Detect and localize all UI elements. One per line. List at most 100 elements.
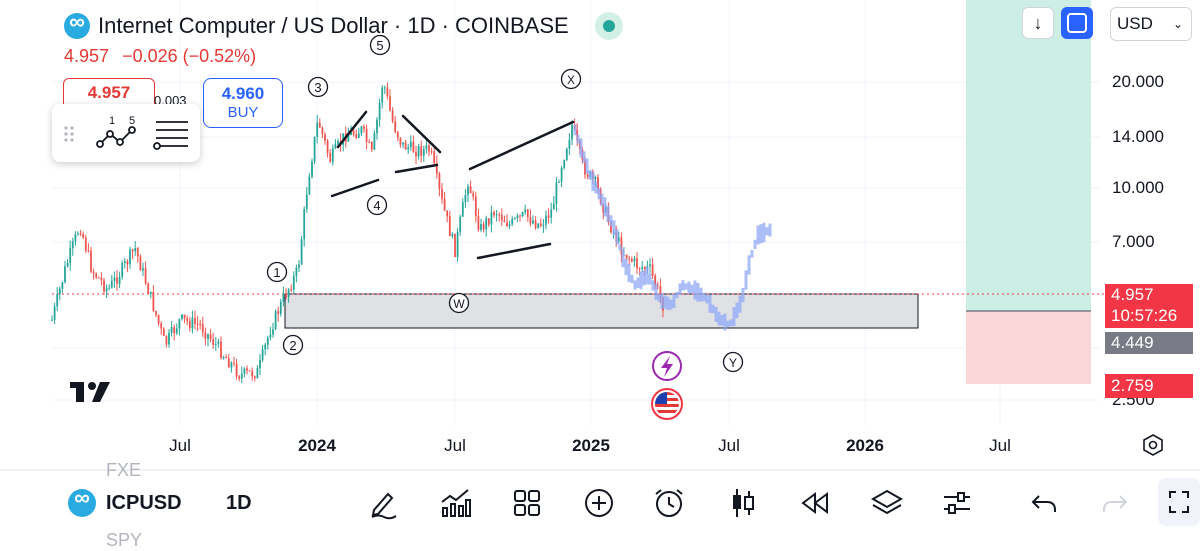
candle-body bbox=[357, 133, 360, 138]
timeframe-selector[interactable]: 1D bbox=[226, 492, 252, 514]
wave-label-5[interactable]: 5 bbox=[369, 34, 391, 56]
candle-body bbox=[123, 261, 126, 263]
layers-icon[interactable] bbox=[870, 486, 904, 520]
candle-body bbox=[610, 221, 612, 233]
tradingview-logo[interactable] bbox=[70, 378, 116, 412]
currency-select[interactable]: USD ⌄ bbox=[1110, 7, 1192, 41]
redo-icon[interactable] bbox=[1098, 486, 1132, 520]
support-box[interactable] bbox=[284, 293, 919, 329]
wave-label-2[interactable]: 2 bbox=[282, 334, 304, 356]
projection-bar bbox=[741, 287, 745, 303]
wave-labels[interactable]: 1 2 3 4 5 W X Y bbox=[266, 34, 744, 373]
candle-body bbox=[282, 293, 285, 302]
candle-body bbox=[214, 343, 217, 346]
candle-body bbox=[331, 148, 334, 162]
chart-title[interactable]: Internet Computer / US Dollar · 1D · COI… bbox=[64, 9, 623, 40]
candle-body bbox=[305, 194, 308, 210]
candle-body bbox=[238, 376, 241, 379]
candle-body bbox=[285, 293, 287, 298]
market-status-icon[interactable] bbox=[594, 12, 623, 40]
candle-body bbox=[552, 203, 555, 210]
drag-handle-icon[interactable] bbox=[64, 126, 74, 142]
lightning-event-icon[interactable] bbox=[652, 351, 682, 381]
current-price-tag[interactable]: 4.957 10:57:26 bbox=[1105, 284, 1193, 328]
candle-body bbox=[209, 334, 212, 340]
candle-body bbox=[558, 181, 560, 183]
projection-bar bbox=[732, 307, 736, 327]
candle-body bbox=[435, 163, 438, 174]
target-zone[interactable] bbox=[966, 0, 1091, 311]
settings-lines-icon[interactable] bbox=[153, 121, 188, 150]
add-icon[interactable] bbox=[582, 486, 616, 520]
candle-body bbox=[399, 137, 402, 145]
candle-body bbox=[212, 339, 215, 346]
stop-price-tag[interactable]: 4.449 bbox=[1105, 332, 1193, 354]
candle-body bbox=[243, 368, 246, 374]
candle-body bbox=[131, 249, 134, 252]
projection-bar bbox=[636, 277, 640, 288]
candle-body bbox=[264, 344, 267, 350]
wave-label-x[interactable]: X bbox=[560, 68, 582, 90]
candle-body bbox=[402, 142, 404, 145]
candle-body bbox=[110, 280, 113, 288]
candle-body bbox=[207, 334, 209, 339]
candle-body bbox=[656, 285, 659, 287]
wave-label-w[interactable]: W bbox=[448, 292, 470, 314]
candle-body bbox=[58, 288, 61, 295]
sliders-icon[interactable] bbox=[940, 486, 974, 520]
svg-text:5: 5 bbox=[129, 115, 135, 127]
chart-settings-icon[interactable] bbox=[1141, 433, 1165, 457]
candle-body bbox=[181, 314, 183, 320]
symbol-selector[interactable]: ICPUSD bbox=[68, 485, 182, 517]
candle-body bbox=[103, 280, 105, 292]
buy-button[interactable]: 4.960 BUY bbox=[203, 78, 283, 128]
candle-body bbox=[90, 250, 92, 272]
drawing-toolbar[interactable]: 1 5 bbox=[52, 104, 200, 162]
wave-label-4[interactable]: 4 bbox=[366, 194, 388, 216]
projection-bar bbox=[660, 292, 664, 309]
arrow-down-button[interactable]: ↓ bbox=[1022, 7, 1054, 39]
wave-label-1[interactable]: 1 bbox=[266, 261, 288, 283]
candle-body bbox=[303, 209, 306, 240]
selection-mode-button[interactable] bbox=[1061, 7, 1093, 39]
drawing-pen-icon[interactable] bbox=[366, 486, 400, 520]
candle-body bbox=[430, 151, 433, 153]
undo-icon[interactable] bbox=[1027, 486, 1061, 520]
candle-body bbox=[516, 215, 519, 219]
fullscreen-icon[interactable] bbox=[1158, 478, 1200, 526]
candle-body bbox=[77, 233, 79, 235]
wave-label-3[interactable]: 3 bbox=[307, 76, 329, 98]
wave-label-y[interactable]: Y bbox=[722, 351, 744, 373]
replay-icon[interactable] bbox=[798, 486, 832, 520]
stop-zone[interactable] bbox=[966, 311, 1091, 384]
target-low-price-tag[interactable]: 2.759 bbox=[1105, 374, 1193, 398]
indicators-icon[interactable] bbox=[438, 486, 472, 520]
candle-body bbox=[92, 271, 95, 274]
candle-body bbox=[292, 275, 295, 290]
elliott-wave-icon[interactable]: 1 5 bbox=[96, 115, 136, 148]
candle-body bbox=[168, 332, 170, 345]
candle-body bbox=[404, 142, 407, 150]
alarm-clock-icon[interactable] bbox=[652, 486, 686, 520]
candle-body bbox=[630, 258, 633, 262]
sell-button[interactable]: 4.957 bbox=[63, 78, 155, 105]
projection-bar bbox=[582, 151, 586, 163]
candle-body bbox=[532, 220, 534, 224]
us-flag-event-icon[interactable] bbox=[651, 388, 683, 420]
layouts-grid-icon[interactable] bbox=[510, 486, 544, 520]
svg-text:3: 3 bbox=[314, 80, 321, 95]
projection-bar bbox=[756, 225, 760, 245]
svg-text:W: W bbox=[453, 297, 465, 311]
wave-lines[interactable] bbox=[330, 110, 575, 260]
candle-body bbox=[537, 223, 540, 228]
projection-bar bbox=[702, 292, 706, 302]
candle-body bbox=[100, 277, 103, 281]
candle-body bbox=[638, 268, 641, 270]
buy-price: 4.960 bbox=[221, 84, 265, 103]
projection-bar bbox=[594, 181, 598, 194]
candles-icon[interactable] bbox=[726, 486, 760, 520]
candle-body bbox=[542, 224, 545, 226]
candle-body bbox=[313, 136, 316, 162]
svg-text:1: 1 bbox=[109, 115, 115, 127]
